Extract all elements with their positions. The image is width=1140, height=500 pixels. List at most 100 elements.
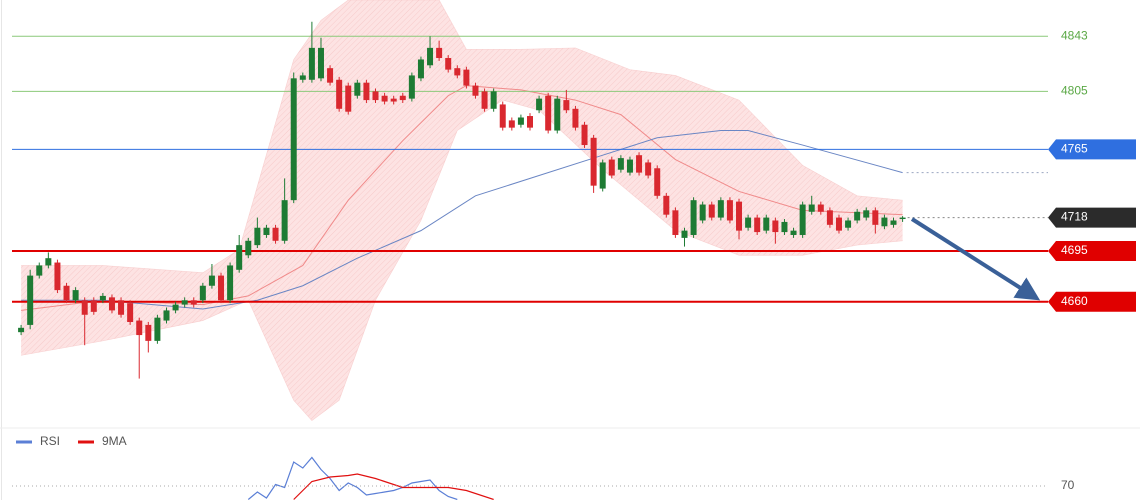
candle-body xyxy=(72,290,79,301)
rsi-line xyxy=(293,473,494,500)
candle-body xyxy=(445,58,452,70)
candle-body xyxy=(636,155,643,173)
candle-body xyxy=(472,85,479,96)
candle-body xyxy=(18,327,25,333)
candle-body xyxy=(254,227,261,246)
candle-body xyxy=(36,265,43,276)
level-label: 4843 xyxy=(1061,28,1088,42)
candle-body xyxy=(190,300,197,305)
candle-body xyxy=(708,204,715,218)
candle-body xyxy=(563,100,570,111)
candle-body xyxy=(527,116,533,128)
candle-body xyxy=(499,104,506,128)
last-price-box xyxy=(1048,207,1136,228)
forecast-arrow xyxy=(910,217,1041,301)
candle-body xyxy=(745,217,752,228)
candle-body xyxy=(345,85,352,112)
candle-body xyxy=(672,210,679,235)
candle-body xyxy=(354,82,361,96)
candle-body xyxy=(808,204,815,212)
candle-body xyxy=(835,217,842,231)
candle-body xyxy=(736,201,743,231)
candle-body xyxy=(772,220,779,233)
candle-body xyxy=(272,227,279,241)
candle-body xyxy=(454,68,461,76)
candle-body xyxy=(872,210,879,225)
candle-body xyxy=(27,275,34,325)
candle-body xyxy=(854,211,861,221)
candle-body xyxy=(572,108,579,128)
candle-body xyxy=(826,210,833,225)
candle-body xyxy=(517,117,524,125)
candle-body xyxy=(263,227,270,235)
rsi-line xyxy=(247,456,458,500)
candle-body xyxy=(118,300,125,315)
candle-body xyxy=(308,47,315,80)
candle-body xyxy=(399,95,406,101)
candle-body xyxy=(145,324,152,341)
candle-body xyxy=(45,258,52,266)
candle-body xyxy=(208,275,215,286)
candle-body xyxy=(490,91,497,109)
candle-body xyxy=(290,78,297,201)
legend-label: 9MA xyxy=(102,434,127,448)
candle-body xyxy=(581,124,588,146)
candle-body xyxy=(881,217,888,227)
candle-body xyxy=(227,265,234,301)
candle-body xyxy=(390,98,397,102)
candle-body xyxy=(99,295,106,301)
candle-body xyxy=(590,137,597,186)
candle-body xyxy=(599,162,606,189)
candle-body xyxy=(717,200,724,218)
level-label: 4805 xyxy=(1061,84,1088,98)
candle-body xyxy=(890,220,897,225)
candle-body xyxy=(481,91,488,109)
candle-body xyxy=(372,91,379,101)
candle-body xyxy=(645,162,652,176)
level-label: 4660 xyxy=(1061,294,1088,308)
candle-body xyxy=(336,79,343,109)
candle-body xyxy=(408,75,415,99)
candle-body xyxy=(817,204,824,212)
candle-body xyxy=(508,120,515,128)
candle-body xyxy=(154,317,161,341)
candle-body xyxy=(536,98,543,111)
level-label: 4765 xyxy=(1061,142,1088,156)
candle-body xyxy=(799,204,806,235)
candle-body xyxy=(381,95,388,102)
candle-body xyxy=(90,300,97,312)
candle-body xyxy=(790,230,797,235)
candle-body xyxy=(427,47,434,66)
candle-body xyxy=(681,230,688,238)
candle-body xyxy=(327,68,334,83)
candle-body xyxy=(236,245,243,270)
rsi-tick-label: 70 xyxy=(1061,478,1075,492)
candle-body xyxy=(781,221,788,233)
last-price-label: 4718 xyxy=(1061,210,1088,224)
candle-body xyxy=(163,310,170,321)
legend-label: RSI xyxy=(40,434,60,448)
candle-body xyxy=(899,217,906,220)
candle-body xyxy=(54,262,61,291)
level-label-box xyxy=(1048,139,1136,160)
candle-body xyxy=(63,285,70,301)
candle-body xyxy=(436,47,443,59)
candle-body xyxy=(654,168,661,196)
upper-line xyxy=(21,0,903,274)
candle-body xyxy=(690,200,697,235)
candle-body xyxy=(554,98,561,131)
candle-body xyxy=(626,159,633,173)
candle-body xyxy=(218,275,225,301)
candle-body xyxy=(108,297,115,311)
candle-body xyxy=(863,210,870,218)
candle-body xyxy=(417,59,424,79)
candle-body xyxy=(81,300,88,315)
candle-body xyxy=(617,158,624,170)
level-label-box xyxy=(1048,240,1136,261)
candle-body xyxy=(726,200,733,221)
candle-body xyxy=(136,320,143,336)
candle-body xyxy=(199,285,206,301)
candle-body xyxy=(608,159,615,176)
candle-body xyxy=(754,217,761,233)
